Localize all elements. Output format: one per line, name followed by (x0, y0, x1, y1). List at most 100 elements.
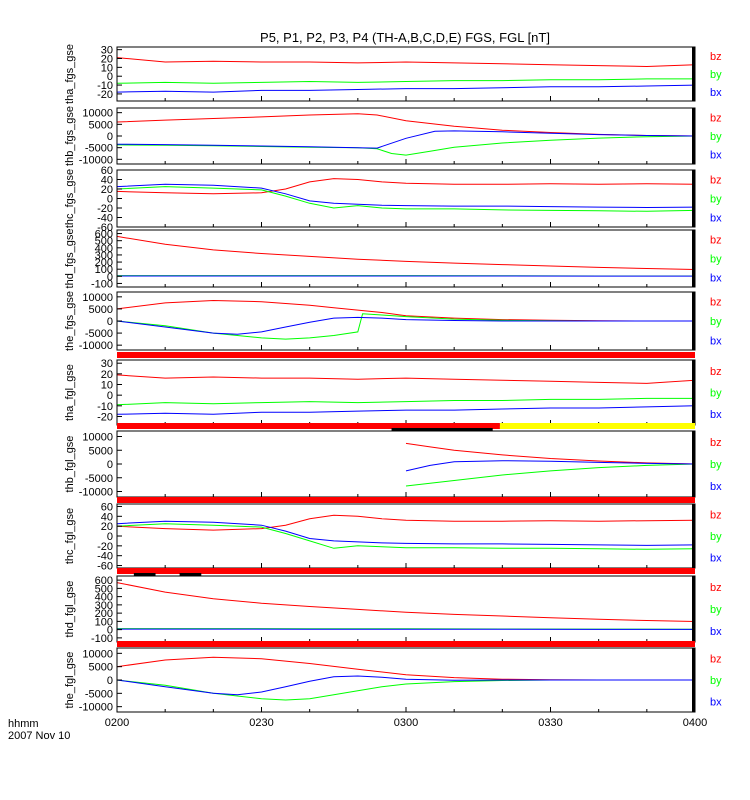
legend-by: by (710, 131, 722, 143)
y-tick-label: -10 (97, 401, 113, 413)
y-tick-label: 60 (101, 165, 113, 177)
y-tick-label: 60 (101, 501, 113, 513)
series-line-bz (116, 299, 695, 322)
panel-right-edge-bar (692, 576, 695, 642)
y-tick-label: -40 (97, 551, 113, 563)
y-tick-label: 5000 (89, 445, 113, 457)
y-tick-label: 10000 (82, 108, 113, 120)
y-axis-label: thb_fgl_gse (64, 436, 76, 493)
flag-bar (117, 352, 695, 358)
series-line-bz (116, 656, 695, 681)
series-line-by (116, 313, 695, 340)
y-tick-label: 10000 (82, 648, 113, 660)
flag-bar (117, 497, 695, 503)
legend-by: by (710, 459, 722, 471)
y-axis-label: thc_fgl_gse (64, 508, 76, 564)
y-axis-label: thc_fgs_gse (64, 169, 76, 228)
series-line-bz (405, 442, 696, 465)
y-tick-label: 40 (101, 175, 113, 187)
panel-right-edge-bar (692, 47, 695, 101)
y-tick-label: -10000 (79, 487, 113, 499)
panel-frame (116, 575, 696, 643)
series-line-bz (116, 57, 696, 68)
series-line-bx (116, 520, 696, 546)
chart-title: P5, P1, P2, P3, P4 (TH-A,B,C,D,E) FGS, F… (260, 30, 550, 45)
y-tick-label: -20 (97, 411, 113, 423)
y-tick-label: 100 (95, 616, 113, 628)
y-axis-label: the_fgl_gse (64, 652, 76, 709)
y-tick-label: 500 (95, 236, 113, 248)
flag-mark (391, 428, 493, 431)
y-tick-label: 100 (95, 264, 113, 276)
y-tick-label: -10000 (79, 340, 113, 352)
y-tick-label: 0 (107, 194, 113, 206)
flag-segment-red (117, 497, 695, 503)
series-line-bz (116, 113, 696, 137)
y-tick-label: 0 (107, 316, 113, 328)
panel-frame (116, 359, 696, 426)
legend-bz: bz (710, 582, 722, 594)
y-tick-label: 40 (101, 511, 113, 523)
y-axis-label: tha_fgl_gse (64, 364, 76, 421)
legend-bx: bx (710, 273, 722, 285)
series-line-by (116, 523, 696, 550)
y-tick-label: 400 (95, 243, 113, 255)
y-tick-label: 0 (107, 531, 113, 543)
x-tick-label: 0300 (394, 717, 418, 729)
flag-segment-yellow (499, 423, 695, 429)
legend-bx: bx (710, 626, 722, 638)
y-tick-label: 200 (95, 608, 113, 620)
legend-by: by (710, 388, 722, 400)
legend-bz: bz (710, 654, 722, 666)
y-tick-label: 0 (107, 71, 113, 83)
x-tick-label: 0200 (105, 717, 129, 729)
legend-bx: bx (710, 409, 722, 421)
legend-by: by (710, 316, 722, 328)
y-tick-label: -10 (97, 80, 113, 92)
y-axis-label: thb_fgs_gse (64, 106, 76, 166)
panel-frame (116, 169, 696, 228)
flag-bar (117, 423, 695, 431)
y-tick-label: -5000 (85, 143, 113, 155)
panel-right-edge-bar (692, 292, 695, 350)
panel-right-edge-bar (692, 108, 695, 164)
y-tick-label: 600 (95, 575, 113, 587)
legend-bx: bx (710, 481, 722, 493)
y-tick-label: 300 (95, 250, 113, 262)
legend-bz: bz (710, 510, 722, 522)
legend-bz: bz (710, 51, 722, 63)
y-tick-label: 20 (101, 184, 113, 196)
legend-bz: bz (710, 437, 722, 449)
corner-label: hhmm (8, 718, 39, 730)
legend-bx: bx (710, 552, 722, 564)
y-tick-label: 600 (95, 229, 113, 241)
panel-right-edge-bar (692, 230, 695, 287)
y-tick-label: -100 (91, 633, 113, 645)
legend-bx: bx (710, 150, 722, 162)
series-line-by (116, 78, 695, 84)
legend-bz: bz (710, 175, 722, 187)
y-tick-label: 300 (95, 600, 113, 612)
y-tick-label: 0 (107, 131, 113, 143)
y-tick-label: 10 (101, 62, 113, 74)
series-line-bz (116, 582, 696, 622)
series-line-bx (116, 675, 695, 696)
y-tick-label: -20 (97, 541, 113, 553)
flag-bar (117, 568, 695, 576)
series-line-bx (116, 316, 695, 335)
legend-bx: bx (710, 87, 722, 99)
panel-right-edge-bar (692, 431, 695, 497)
y-axis-label: thd_fgs_gse (64, 229, 76, 289)
y-tick-label: 10000 (82, 292, 113, 304)
y-tick-label: 5000 (89, 304, 113, 316)
legend-bz: bz (710, 112, 722, 124)
legend-bz: bz (710, 297, 722, 309)
legend-bz: bz (710, 366, 722, 378)
y-tick-label: 0 (107, 459, 113, 471)
panel-frame (116, 46, 696, 102)
y-axis-label: the_fgs_gse (64, 291, 76, 351)
legend-by: by (710, 675, 722, 687)
